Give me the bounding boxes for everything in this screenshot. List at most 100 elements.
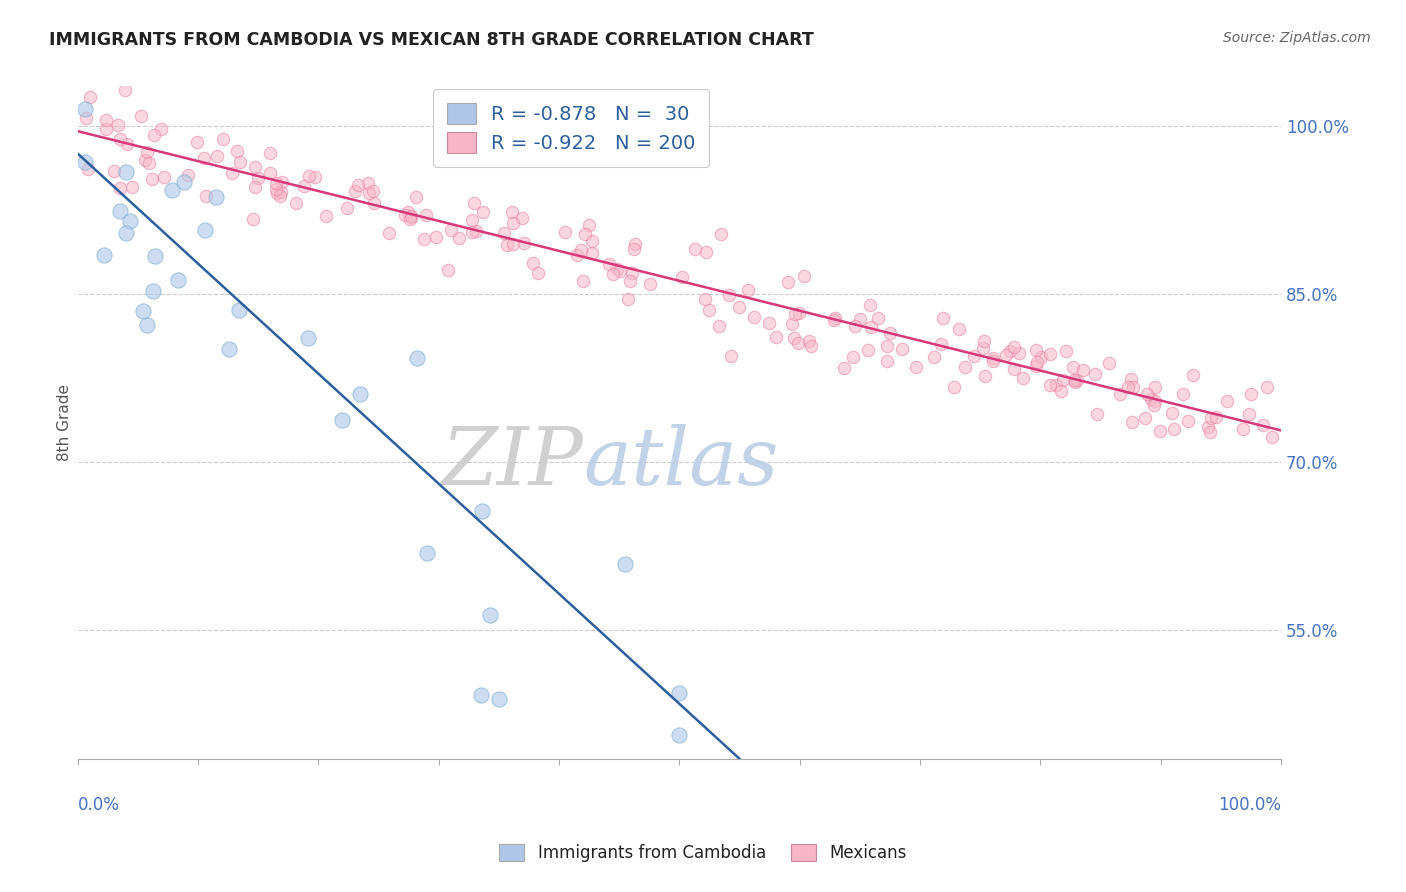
Point — [298, 169, 321, 183]
Point — [259, 166, 281, 180]
Point — [1011, 370, 1033, 384]
Point — [266, 186, 288, 200]
Point — [613, 557, 636, 571]
Point — [243, 160, 266, 174]
Point — [246, 170, 269, 185]
Text: 100.0%: 100.0% — [1218, 796, 1281, 814]
Point — [460, 213, 482, 227]
Point — [876, 354, 898, 368]
Point — [502, 236, 524, 251]
Point — [983, 353, 1005, 368]
Point — [129, 109, 152, 123]
Point — [797, 334, 820, 349]
Point — [1171, 387, 1194, 401]
Point — [981, 351, 1004, 366]
Point — [242, 212, 264, 227]
Point — [876, 338, 898, 352]
Point — [399, 212, 422, 227]
Point — [824, 310, 846, 325]
Point — [1160, 406, 1182, 420]
Point — [849, 312, 872, 326]
Point — [1029, 350, 1052, 364]
Point — [780, 317, 803, 331]
Point — [929, 336, 952, 351]
Point — [412, 232, 434, 246]
Point — [218, 342, 240, 356]
Point — [228, 302, 250, 317]
Point — [1261, 430, 1284, 444]
Point — [406, 351, 429, 366]
Point — [606, 262, 628, 277]
Point — [349, 386, 371, 401]
Point — [93, 248, 115, 262]
Point — [205, 149, 228, 163]
Point — [270, 185, 292, 199]
Point — [783, 307, 806, 321]
Point — [890, 343, 912, 357]
Point — [121, 180, 143, 194]
Point — [1071, 363, 1094, 377]
Point — [226, 144, 249, 158]
Point — [905, 359, 928, 374]
Text: 0.0%: 0.0% — [77, 796, 120, 814]
Point — [609, 264, 631, 278]
Point — [1142, 398, 1164, 412]
Point — [765, 330, 787, 344]
Point — [160, 183, 183, 197]
Point — [75, 112, 97, 126]
Point — [1177, 414, 1199, 428]
Point — [264, 176, 287, 190]
Point — [357, 186, 380, 200]
Point — [115, 226, 138, 240]
Point — [195, 189, 218, 203]
Text: Source: ZipAtlas.com: Source: ZipAtlas.com — [1223, 31, 1371, 45]
Point — [264, 182, 287, 196]
Point — [720, 349, 742, 363]
Point — [135, 145, 157, 159]
Point — [572, 274, 595, 288]
Point — [118, 213, 141, 227]
Point — [786, 335, 808, 350]
Point — [742, 310, 765, 325]
Point — [425, 230, 447, 244]
Point — [973, 334, 995, 348]
Point — [1181, 368, 1204, 382]
Point — [270, 175, 292, 189]
Point — [859, 298, 882, 312]
Point — [856, 343, 879, 358]
Point — [942, 380, 965, 394]
Point — [527, 266, 550, 280]
Point — [737, 283, 759, 297]
Point — [1135, 410, 1157, 425]
Point — [437, 262, 460, 277]
Point — [565, 247, 588, 261]
Point — [177, 168, 200, 182]
Point — [1116, 380, 1139, 394]
Point — [399, 210, 422, 224]
Point — [204, 189, 226, 203]
Point — [152, 169, 174, 184]
Point — [449, 231, 471, 245]
Point — [963, 349, 986, 363]
Point — [1063, 373, 1085, 387]
Point — [1240, 386, 1263, 401]
Point — [697, 303, 720, 318]
Point — [110, 181, 132, 195]
Point — [194, 223, 217, 237]
Point — [138, 156, 160, 170]
Point — [141, 171, 163, 186]
Point — [932, 311, 955, 326]
Point — [624, 236, 647, 251]
Point — [924, 351, 946, 365]
Point — [315, 209, 337, 223]
Point — [94, 121, 117, 136]
Point — [115, 137, 138, 152]
Point — [1216, 394, 1239, 409]
Point — [501, 205, 523, 219]
Point — [1144, 393, 1167, 408]
Point — [465, 224, 488, 238]
Point — [623, 242, 645, 256]
Point — [478, 608, 501, 623]
Point — [401, 209, 423, 223]
Legend: Immigrants from Cambodia, Mexicans: Immigrants from Cambodia, Mexicans — [491, 836, 915, 871]
